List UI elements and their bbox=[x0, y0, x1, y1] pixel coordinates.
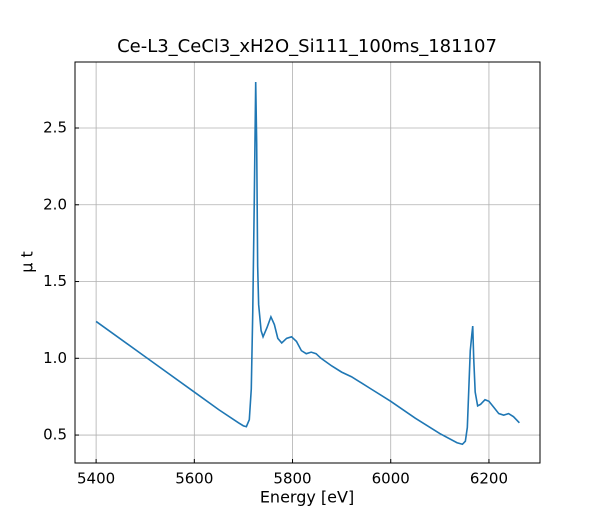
data-line bbox=[95, 81, 520, 446]
y-tick-label: 1.5 bbox=[43, 272, 67, 290]
y-tick-label: 2.5 bbox=[43, 119, 67, 137]
y-tick-label: 0.5 bbox=[43, 426, 67, 444]
x-axis-label: Energy [eV] bbox=[260, 488, 354, 507]
x-tick-label: 6000 bbox=[372, 470, 410, 488]
y-axis-label: μ t bbox=[18, 251, 37, 273]
plot-frame bbox=[74, 61, 541, 464]
x-tick-label: 6200 bbox=[470, 470, 508, 488]
x-tick-label: 5800 bbox=[273, 470, 311, 488]
chart-title: Ce-L3_CeCl3_xH2O_Si111_100ms_181107 bbox=[117, 36, 497, 57]
y-tick-label: 1.0 bbox=[43, 349, 67, 367]
x-tick-label: 5400 bbox=[77, 470, 115, 488]
x-tick-label: 5600 bbox=[175, 470, 213, 488]
y-tick-label: 2.0 bbox=[43, 195, 67, 213]
